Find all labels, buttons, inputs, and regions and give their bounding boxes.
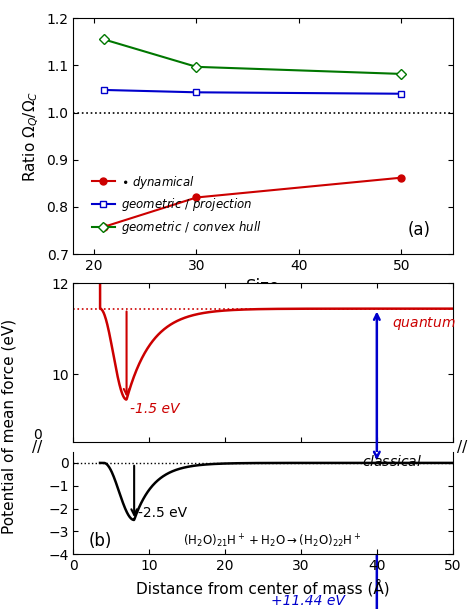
Text: $(\mathrm{H_2O})_{21}\mathrm{H^+} + \mathrm{H_2O} \rightarrow (\mathrm{H_2O})_{2: $(\mathrm{H_2O})_{21}\mathrm{H^+} + \mat… (183, 533, 362, 551)
Text: $\it{classical}$: $\it{classical}$ (362, 454, 422, 470)
Text: -1.5 eV: -1.5 eV (130, 402, 180, 416)
Text: -2.5 eV: -2.5 eV (138, 505, 187, 519)
X-axis label: Distance from center of mass (Å): Distance from center of mass (Å) (136, 579, 390, 596)
Text: Potential of mean force (eV): Potential of mean force (eV) (2, 319, 17, 534)
Text: $\it{quantum}$: $\it{quantum}$ (392, 315, 456, 332)
Text: //: // (457, 440, 467, 455)
Text: +11.44 eV: +11.44 eV (271, 594, 345, 608)
Text: 0: 0 (33, 428, 42, 442)
Legend: $\bullet$ $\it{dynamical}$, $\it{geometric\ /\ projection}$, $\it{geometric\ /\ : $\bullet$ $\it{dynamical}$, $\it{geometr… (87, 169, 267, 241)
Text: //: // (32, 440, 43, 455)
X-axis label: Size: Size (246, 278, 280, 297)
Text: (b): (b) (89, 532, 112, 550)
Y-axis label: Ratio $\Omega_Q/\Omega_C$: Ratio $\Omega_Q/\Omega_C$ (22, 91, 41, 182)
Text: (a): (a) (407, 221, 430, 239)
